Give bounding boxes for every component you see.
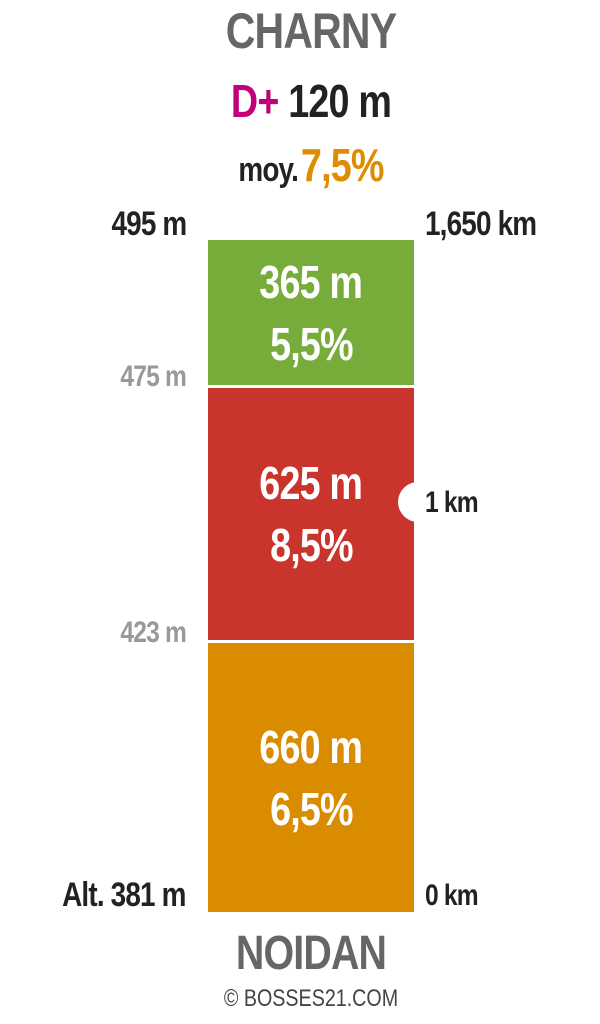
altitude-mark: 475 m: [120, 360, 186, 393]
bottom-altitude: Alt. 381 m: [62, 876, 186, 914]
average-label: moy.: [238, 151, 299, 189]
segment-length: 660 m: [259, 720, 364, 773]
segment: 660 m 6,5%: [208, 643, 414, 912]
gain-label: D+: [230, 75, 279, 127]
segment-grade: 6,5%: [269, 782, 354, 835]
segment: 625 m 8,5%: [208, 388, 414, 640]
segment-grade: 8,5%: [269, 519, 354, 571]
km-notch: [398, 482, 438, 522]
end-title: NOIDAN: [235, 927, 387, 980]
segment-length: 365 m: [259, 255, 364, 308]
average-line: moy. 7,5%: [238, 138, 385, 192]
bottom-distance: 0 km: [425, 879, 479, 912]
gain-line: D+ 120 m: [230, 74, 392, 128]
altitude-mark: 423 m: [120, 616, 186, 649]
segment: 365 m 5,5%: [208, 240, 414, 385]
segment-length: 625 m: [259, 457, 364, 509]
km-marker: 1 km: [425, 486, 479, 519]
top-altitude: 495 m: [111, 205, 187, 243]
gain: 120 m: [288, 75, 392, 127]
average: 7,5%: [300, 139, 385, 191]
top-distance: 1,650 km: [425, 205, 537, 243]
start-title: CHARNY: [225, 3, 397, 59]
segment-grade: 5,5%: [269, 317, 354, 370]
credit: © BOSSES21.COM: [223, 985, 399, 1012]
